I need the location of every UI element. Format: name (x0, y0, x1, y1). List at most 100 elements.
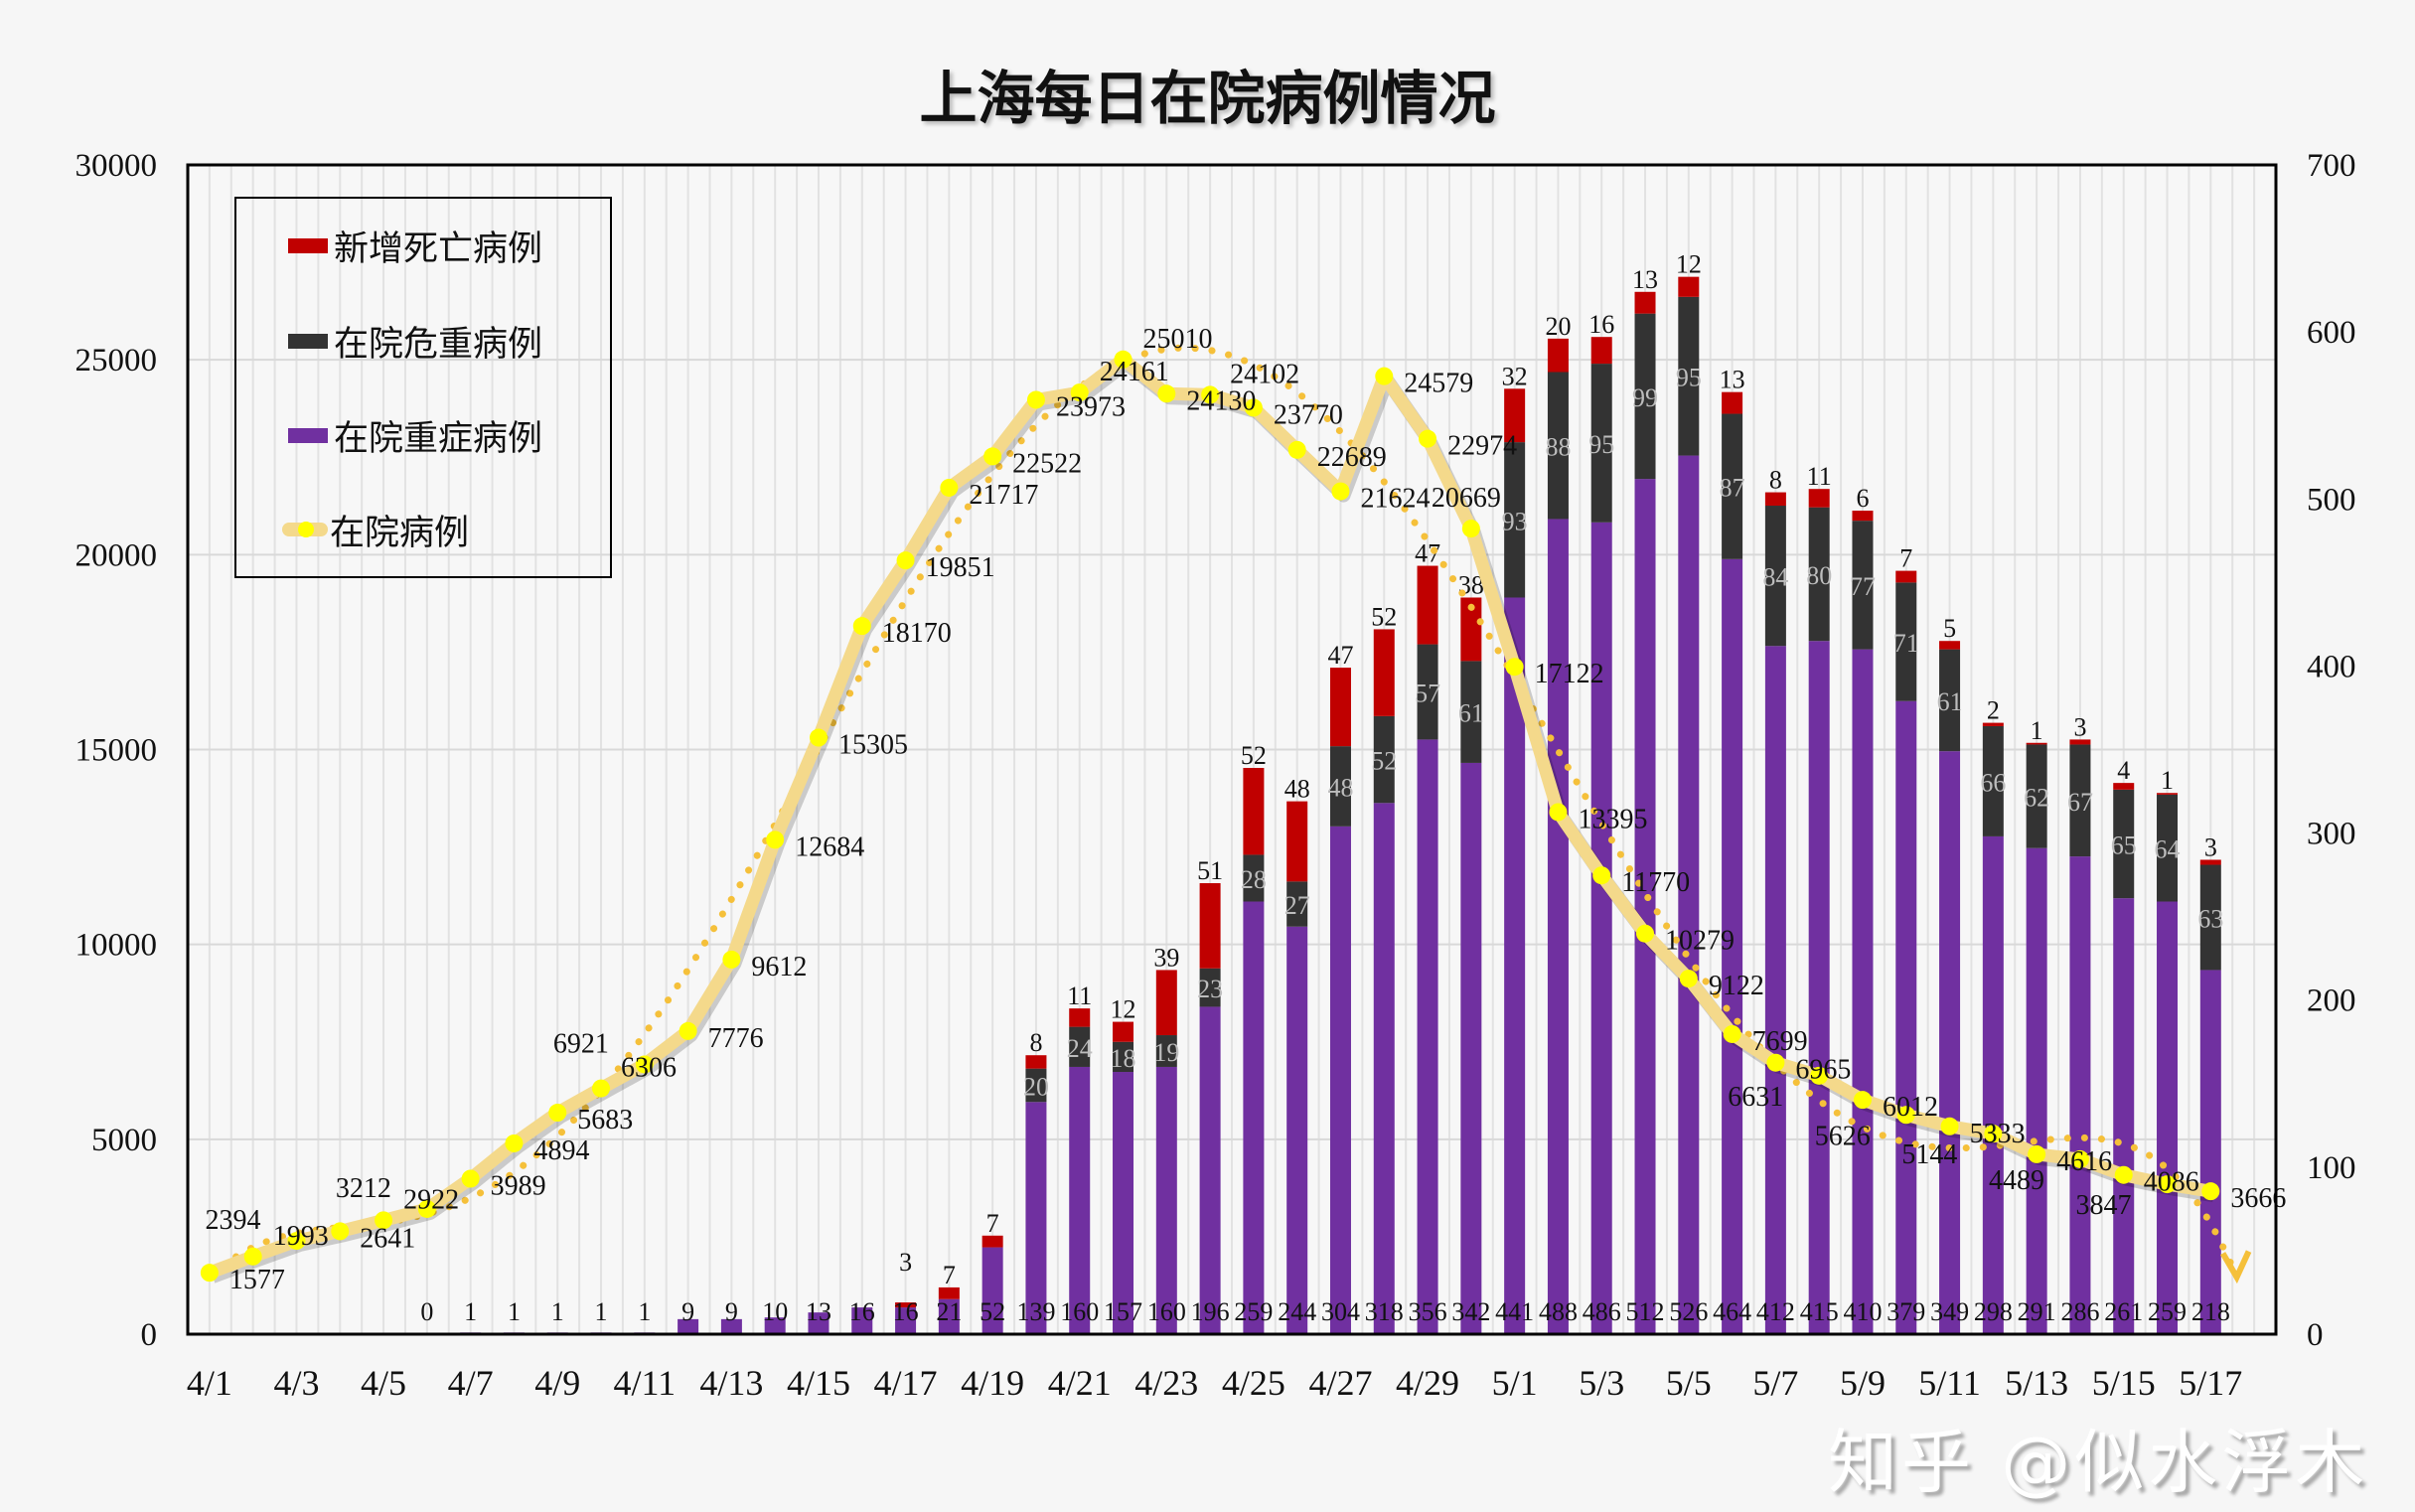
hospitalized-point (2070, 1149, 2089, 1168)
critical-bar (2157, 794, 2179, 902)
right-axis-tick-label: 500 (2307, 482, 2356, 518)
hospitalized-data-label: 5683 (577, 1105, 633, 1135)
critical-data-label: 48 (1327, 773, 1353, 802)
severe-bar (1764, 646, 1786, 1334)
right-axis-tick-label: 400 (2307, 649, 2356, 684)
death-data-label: 16 (1588, 310, 1614, 339)
legend-swatch-critical (288, 333, 328, 349)
left-axis-tick-label: 0 (141, 1317, 158, 1353)
death-data-label: 39 (1153, 943, 1179, 972)
hospitalized-data-label: 6631 (1728, 1082, 1783, 1113)
death-data-label: 3 (899, 1248, 912, 1277)
critical-data-label: 67 (2067, 788, 2093, 817)
x-axis-tick-label: 4/29 (1396, 1363, 1459, 1403)
critical-data-label: 84 (1762, 563, 1788, 592)
death-data-label: 1 (2161, 766, 2174, 795)
severe-bar (1678, 455, 1700, 1334)
chart-title: 上海每日在院病例情况 (919, 65, 1496, 132)
severe-bar (1460, 762, 1482, 1334)
death-data-label: 1 (2031, 716, 2043, 745)
hospitalized-data-label: 5144 (1901, 1139, 1957, 1170)
hospitalized-point (1201, 385, 1220, 404)
severe-data-label: 160 (1147, 1297, 1186, 1326)
death-bar (1460, 597, 1482, 662)
hospitalized-data-label: 21717 (969, 480, 1038, 511)
left-axis-tick-label: 30000 (75, 148, 158, 184)
death-data-label: 52 (1241, 741, 1267, 770)
severe-data-label: 259 (2148, 1297, 2187, 1326)
death-bar (1199, 883, 1221, 969)
severe-bar (1982, 835, 2004, 1334)
critical-data-label: 95 (1588, 430, 1614, 459)
severe-bar (2069, 856, 2091, 1334)
hospitalized-point (461, 1169, 480, 1188)
death-bar (938, 1286, 960, 1299)
severe-bar (1939, 751, 1961, 1334)
death-data-label: 5 (1943, 614, 1956, 643)
legend-swatch-severe (288, 427, 328, 443)
hospitalized-point (940, 478, 959, 497)
hospitalized-point (1070, 383, 1089, 402)
severe-bar (1504, 597, 1526, 1334)
severe-data-label: 486 (1583, 1297, 1621, 1326)
death-data-label: 12 (1111, 995, 1136, 1024)
severe-data-label: 21 (936, 1297, 962, 1326)
critical-bar (2199, 864, 2221, 971)
hospitalized-data-label: 4086 (2144, 1167, 2199, 1198)
severe-data-label: 1 (595, 1297, 608, 1326)
trendline-arrow-icon (2219, 1250, 2252, 1285)
severe-data-label: 356 (1409, 1297, 1447, 1326)
critical-data-label: 63 (2197, 904, 2223, 933)
hospitalized-data-label: 13395 (1578, 804, 1647, 834)
hospitalized-data-label: 23770 (1274, 399, 1343, 430)
severe-data-label: 9 (681, 1297, 694, 1326)
death-data-label: 4 (2117, 756, 2130, 785)
watermark: 知乎 @似水浮木 (1828, 1422, 2369, 1503)
critical-data-label: 64 (2155, 835, 2181, 864)
legend-item-severe: 在院重症病例 (288, 410, 542, 460)
severe-bar (1417, 739, 1438, 1334)
severe-data-label: 291 (2018, 1297, 2056, 1326)
severe-data-label: 488 (1539, 1297, 1578, 1326)
severe-data-label: 13 (806, 1297, 831, 1326)
critical-data-label: 52 (1371, 747, 1397, 776)
severe-bar (1547, 519, 1569, 1334)
critical-bar (1982, 725, 2004, 836)
x-axis-tick-label: 4/3 (273, 1363, 319, 1403)
death-bar (1113, 1021, 1134, 1042)
death-data-label: 48 (1284, 775, 1310, 804)
death-data-label: 8 (1029, 1028, 1042, 1057)
hospitalized-point (2028, 1144, 2046, 1163)
death-bar (1373, 629, 1395, 716)
severe-data-label: 244 (1278, 1297, 1316, 1326)
severe-bar (1373, 803, 1395, 1334)
severe-data-label: 410 (1843, 1297, 1882, 1326)
critical-bar (1895, 582, 1917, 701)
severe-data-label: 1 (464, 1297, 477, 1326)
death-bar (2113, 783, 2135, 790)
death-data-label: 52 (1371, 602, 1397, 631)
severe-bar (895, 1307, 917, 1334)
severe-bar (1590, 522, 1612, 1334)
x-axis-tick-label: 4/19 (961, 1363, 1024, 1403)
legend-label: 新增死亡病例 (334, 228, 543, 269)
critical-bar (2113, 789, 2135, 899)
hospitalized-data-label: 1577 (229, 1265, 285, 1295)
critical-data-label: 24 (1067, 1034, 1093, 1063)
death-bar (1547, 338, 1569, 373)
critical-data-label: 77 (1850, 572, 1876, 601)
x-axis-tick-label: 4/15 (787, 1363, 850, 1403)
severe-data-label: 1 (638, 1297, 651, 1326)
severe-bar (1155, 1066, 1177, 1334)
legend-label: 在院危重病例 (334, 324, 543, 365)
hospitalized-point (1853, 1091, 1872, 1110)
death-data-label: 13 (1632, 265, 1658, 294)
hospitalized-data-label: 9612 (751, 952, 807, 983)
hospitalized-point (1984, 1125, 2003, 1143)
severe-bar (1852, 649, 1874, 1334)
severe-bar (1329, 826, 1351, 1334)
hospitalized-point (1896, 1106, 1915, 1125)
death-bar (1590, 337, 1612, 365)
critical-bar (1634, 313, 1656, 480)
critical-bar (1243, 854, 1265, 902)
